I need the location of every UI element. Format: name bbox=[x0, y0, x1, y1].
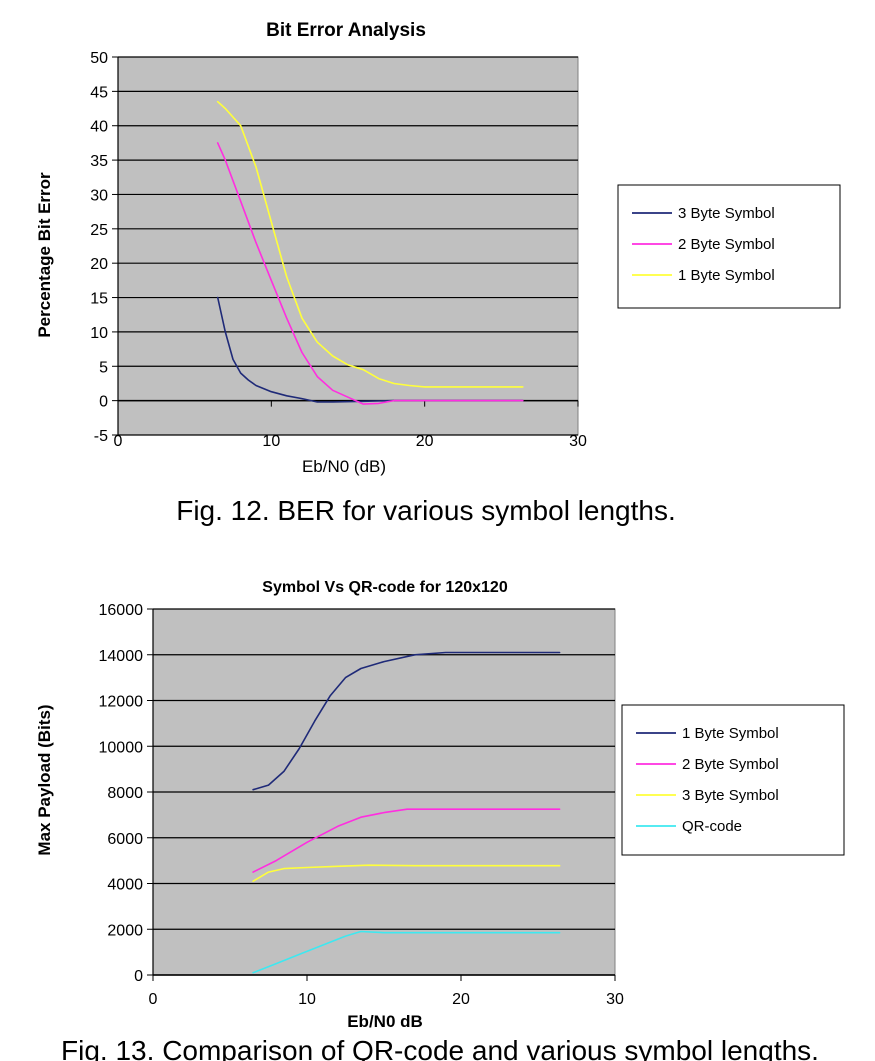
y-tick-label: 16000 bbox=[99, 602, 144, 619]
y-tick-label: 5 bbox=[99, 359, 108, 376]
y-tick-label: 4000 bbox=[107, 877, 143, 894]
x-tick-label: 20 bbox=[416, 433, 434, 450]
ber-chart-x-axis-label: Eb/N0 (dB) bbox=[302, 457, 386, 476]
legend-label: 2 Byte Symbol bbox=[678, 236, 775, 253]
legend-box bbox=[621, 704, 845, 856]
y-tick-label: 20 bbox=[90, 256, 108, 273]
payload-chart: Symbol Vs QR-code for 120x120 Max Payloa… bbox=[35, 579, 845, 1031]
series-line-4 bbox=[252, 930, 561, 974]
y-tick-label: 10 bbox=[90, 325, 108, 342]
y-tick-label: 6000 bbox=[107, 831, 143, 848]
ber-chart-y-axis-label: Percentage Bit Error bbox=[35, 172, 54, 338]
y-tick-label: 30 bbox=[90, 187, 108, 204]
series-line-2 bbox=[252, 808, 561, 873]
legend-label: 2 Byte Symbol bbox=[682, 756, 779, 773]
series-line-2 bbox=[216, 142, 524, 405]
y-tick-label: -5 bbox=[94, 428, 108, 445]
legend-label: 3 Byte Symbol bbox=[678, 205, 775, 222]
legend-label: 1 Byte Symbol bbox=[678, 267, 775, 284]
x-tick-label: 10 bbox=[262, 433, 280, 450]
y-tick-label: 45 bbox=[90, 84, 108, 101]
figure-12-caption: Fig. 12. BER for various symbol lengths. bbox=[176, 495, 676, 526]
y-tick-label: 10000 bbox=[99, 739, 144, 756]
y-tick-label: 15 bbox=[90, 291, 108, 308]
x-tick-label: 30 bbox=[569, 433, 587, 450]
y-tick-label: 8000 bbox=[107, 785, 143, 802]
series-line-3 bbox=[252, 864, 561, 883]
y-tick-label: 14000 bbox=[99, 648, 144, 665]
y-tick-label: 35 bbox=[90, 153, 108, 170]
series-line-3 bbox=[216, 100, 524, 388]
figure-13-caption: Fig. 13. Comparison of QR-code and vario… bbox=[61, 1035, 819, 1061]
y-tick-label: 40 bbox=[90, 119, 108, 136]
payload-chart-x-axis-label: Eb/N0 dB bbox=[347, 1012, 423, 1031]
x-tick-label: 0 bbox=[114, 433, 123, 450]
x-tick-label: 20 bbox=[452, 991, 470, 1008]
y-tick-label: 0 bbox=[99, 394, 108, 411]
ber-chart-title: Bit Error Analysis bbox=[266, 20, 426, 41]
legend-label: 1 Byte Symbol bbox=[682, 725, 779, 742]
y-tick-label: 50 bbox=[90, 50, 108, 67]
legend-box bbox=[617, 184, 841, 309]
x-tick-label: 10 bbox=[298, 991, 316, 1008]
y-tick-label: 2000 bbox=[107, 922, 143, 939]
legend-label: QR-code bbox=[682, 818, 742, 835]
plot-area bbox=[117, 56, 579, 436]
x-tick-label: 0 bbox=[149, 991, 158, 1008]
y-tick-label: 12000 bbox=[99, 694, 144, 711]
y-tick-label: 25 bbox=[90, 222, 108, 239]
legend-label: 3 Byte Symbol bbox=[682, 787, 779, 804]
payload-chart-title: Symbol Vs QR-code for 120x120 bbox=[262, 579, 508, 596]
x-tick-label: 30 bbox=[606, 991, 624, 1008]
payload-chart-y-axis-label: Max Payload (Bits) bbox=[35, 704, 54, 855]
y-tick-label: 0 bbox=[134, 968, 143, 985]
series-line-1 bbox=[252, 651, 561, 791]
ber-chart: Bit Error Analysis Percentage Bit Error … bbox=[35, 20, 841, 476]
